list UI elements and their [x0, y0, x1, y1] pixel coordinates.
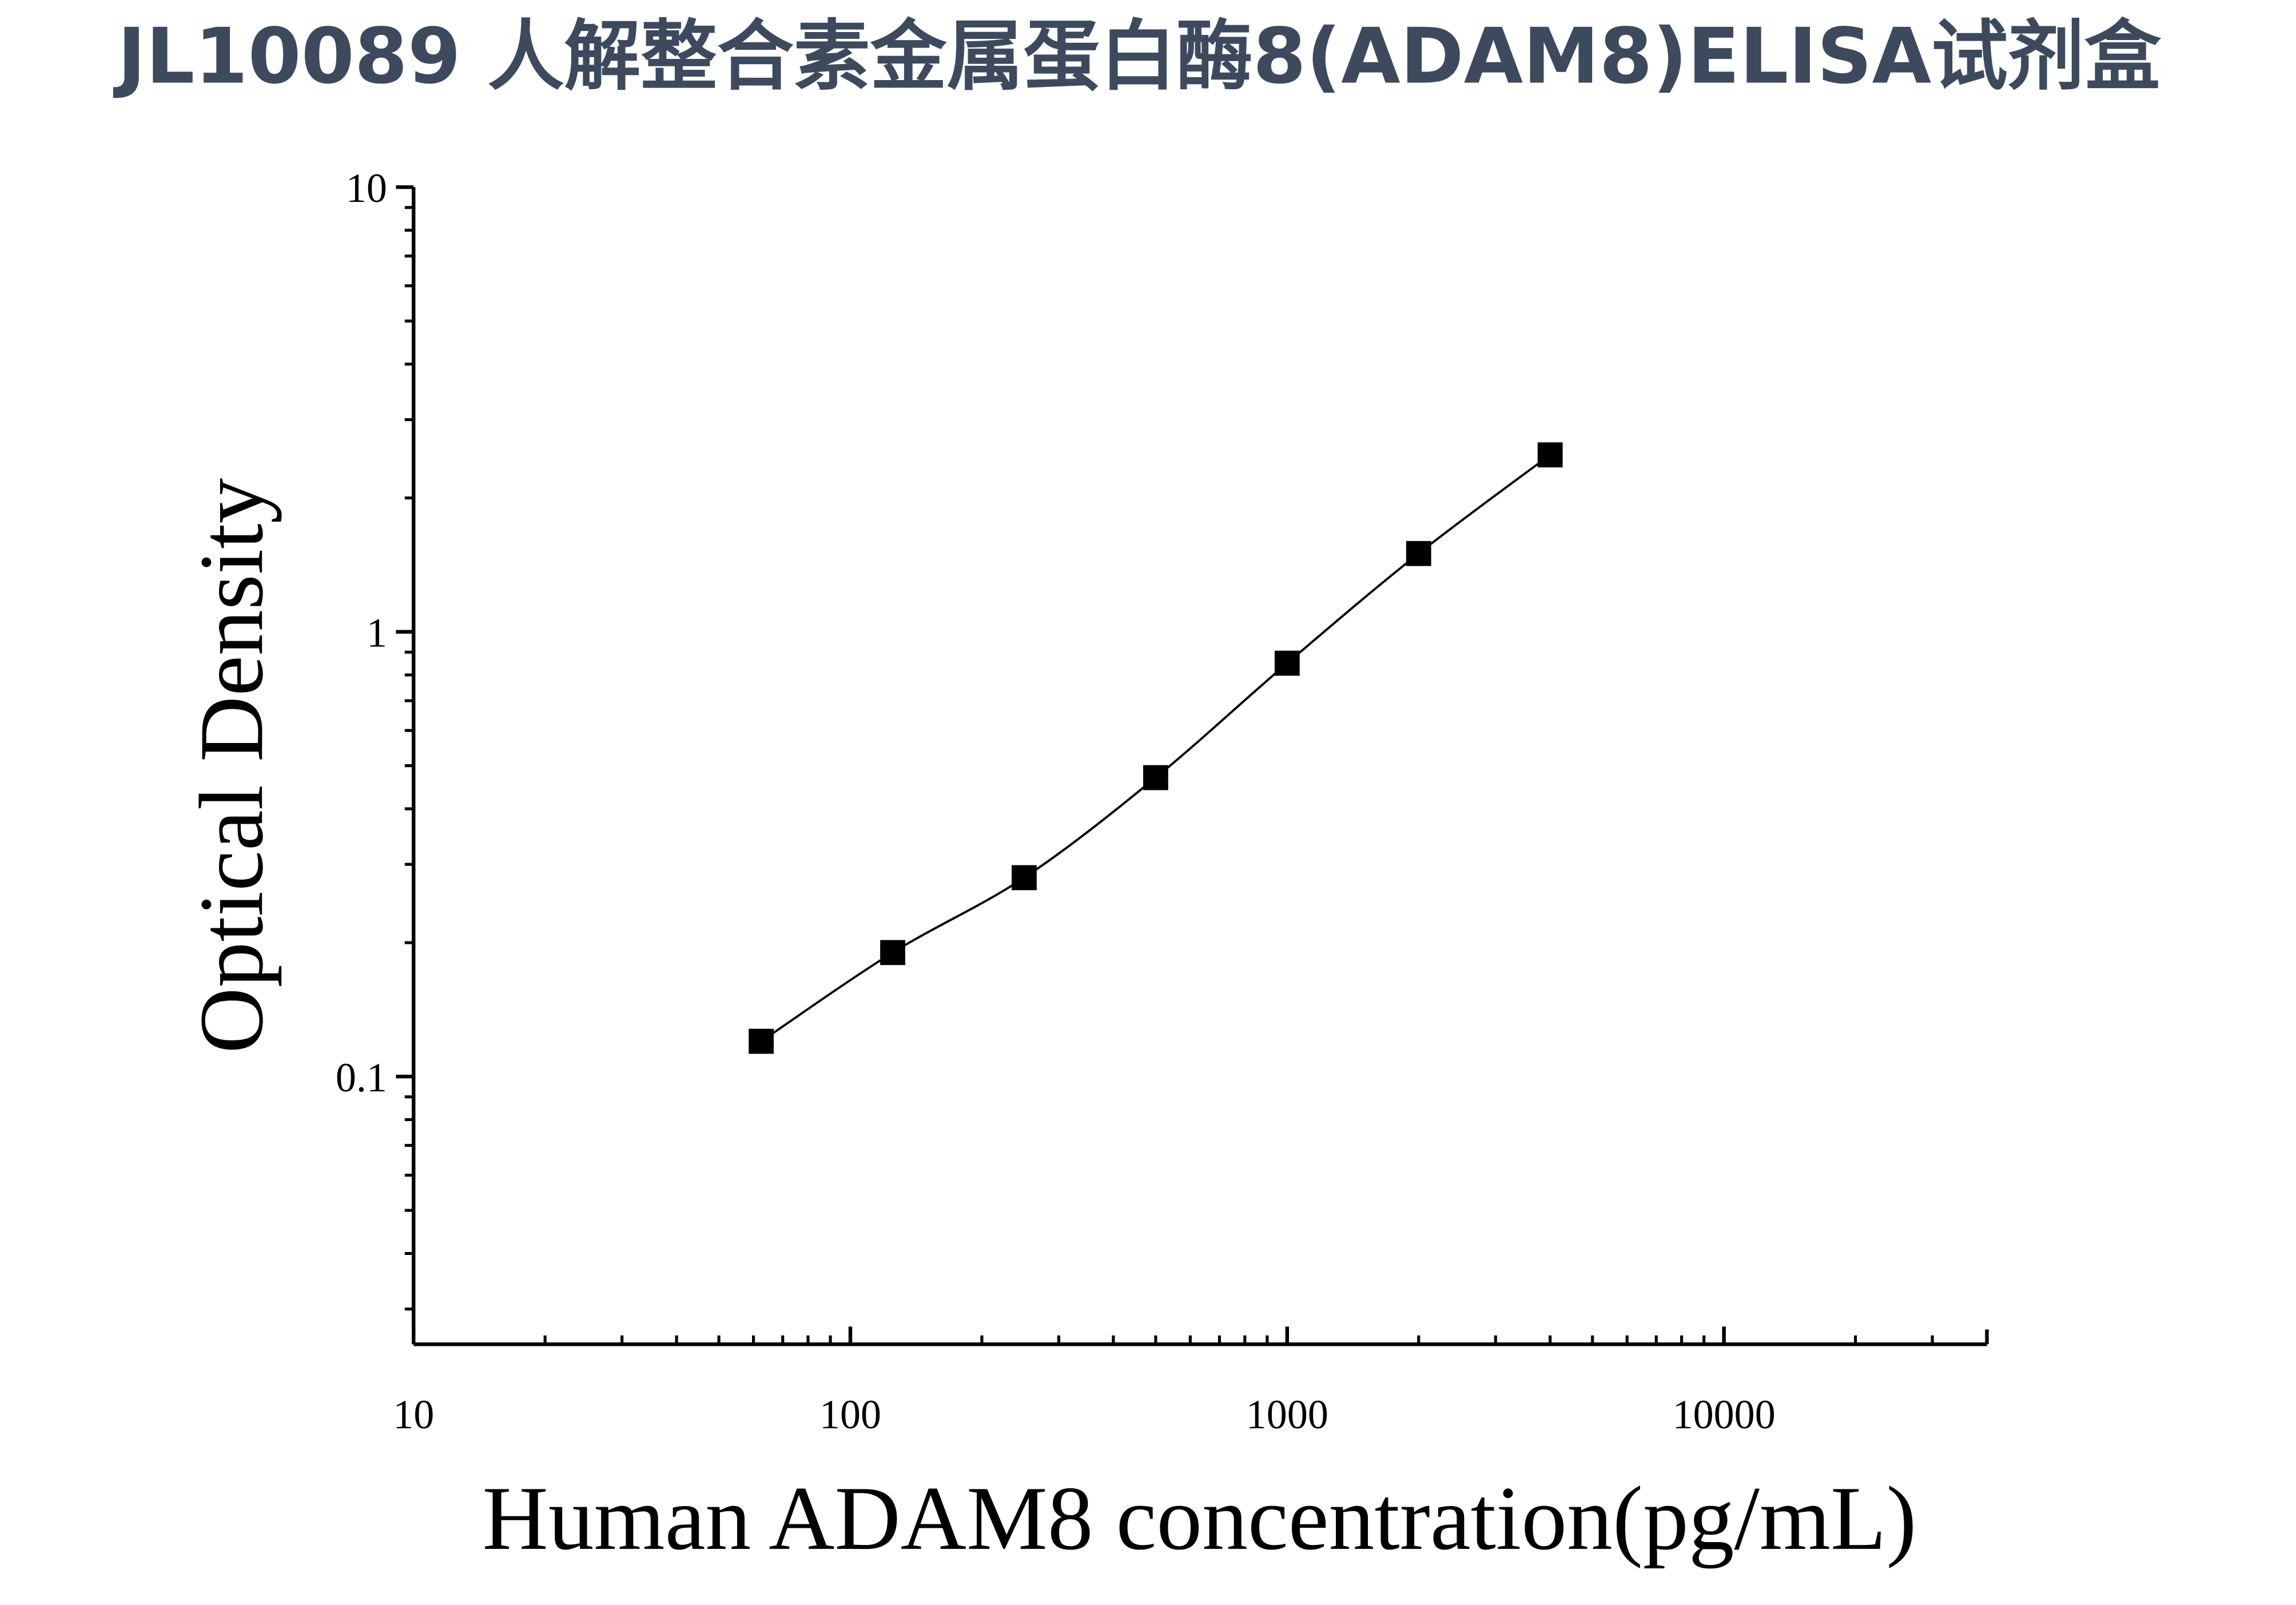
y-tick-label: 0.1	[336, 1055, 387, 1101]
y-tick-label: 10	[346, 165, 387, 211]
x-tick-label: 100	[819, 1392, 881, 1437]
chart-title: JL10089 人解整合素金属蛋白酶8(ADAM8)ELISA试剂盒	[113, 11, 2162, 101]
marker	[1274, 650, 1300, 676]
x-tick-label: 10	[393, 1392, 434, 1437]
fit-curve	[761, 454, 1551, 1043]
marker	[1406, 541, 1431, 566]
marker	[1143, 765, 1168, 790]
marker	[1537, 442, 1563, 468]
marker	[749, 1028, 774, 1054]
marker	[880, 940, 905, 966]
x-tick-label: 10000	[1673, 1392, 1776, 1437]
x-tick-label: 1000	[1246, 1392, 1328, 1437]
x-axis-label: Human ADAM8 concentration(pg/mL)	[483, 1468, 1917, 1569]
marker	[1012, 865, 1037, 891]
y-tick-label: 1	[367, 610, 387, 655]
y-axis-label: Optical Density	[181, 478, 282, 1053]
